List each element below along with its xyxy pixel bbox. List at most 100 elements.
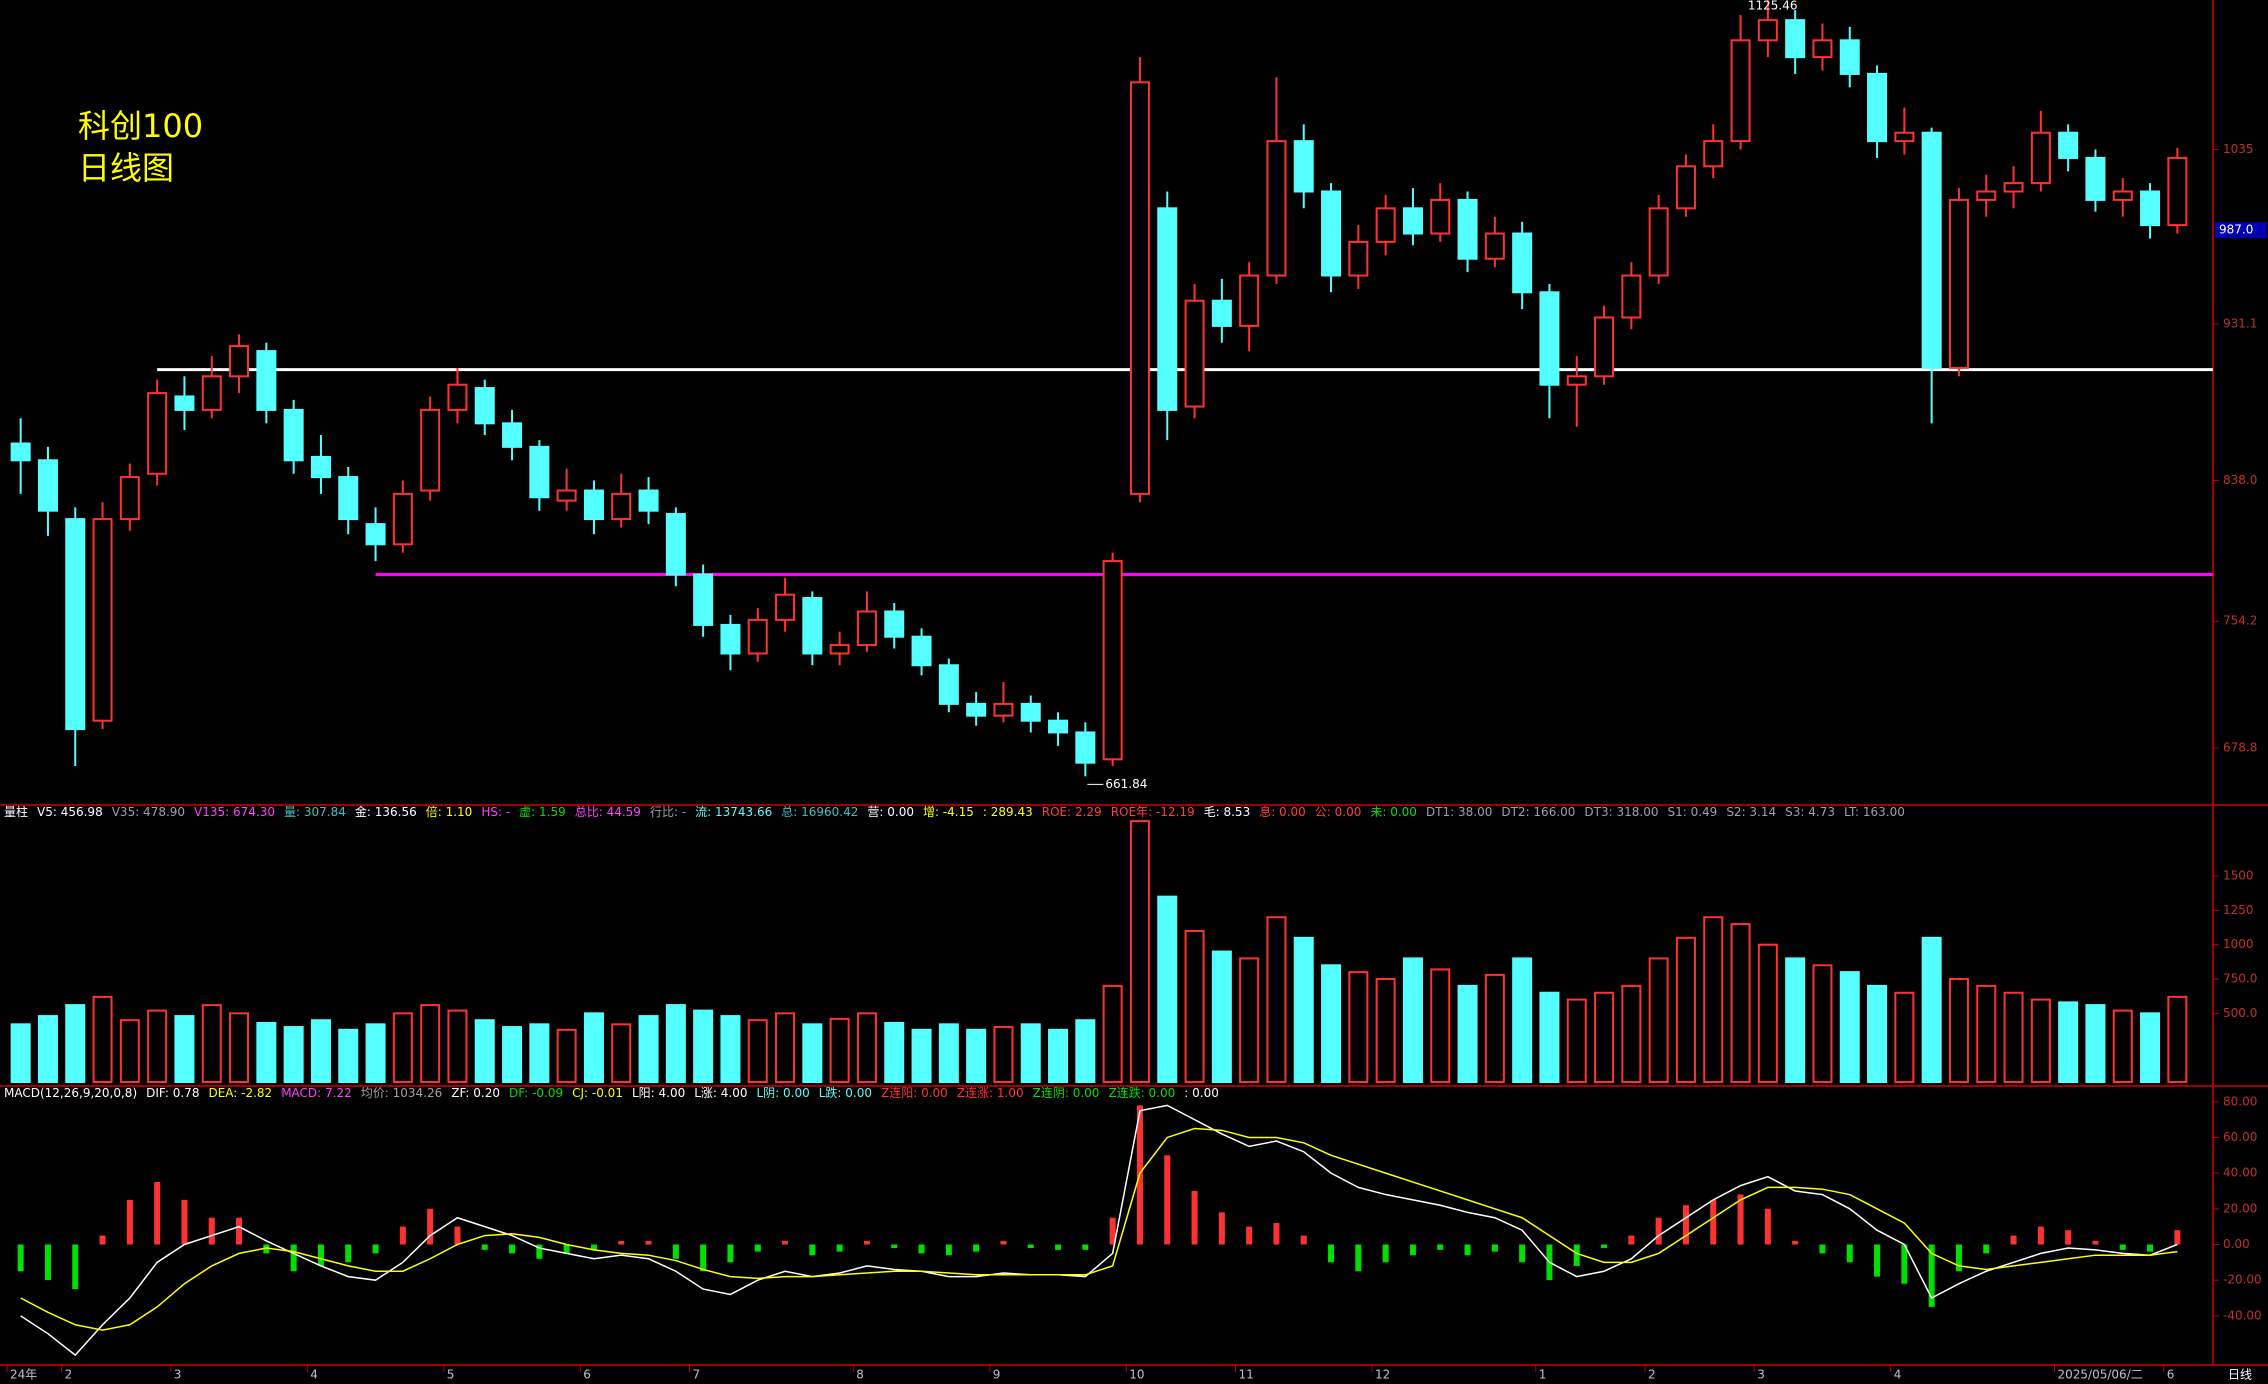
volume-bar (1239, 957, 1260, 1083)
volume-bar (938, 1023, 959, 1084)
indicator-value: 行比: - (650, 805, 686, 819)
candle-body (147, 392, 168, 475)
candle-body (474, 387, 495, 425)
candle-body (1348, 240, 1369, 277)
volume-bar (447, 1009, 468, 1083)
x-tick-label: 2 (1648, 1368, 1656, 1382)
indicator-value: ROE年: -12.19 (1111, 805, 1195, 819)
x-tick-label: 4 (1894, 1368, 1902, 1382)
y-tick-label: 678.8 (2223, 740, 2257, 754)
candle-body (1512, 232, 1533, 294)
volume-bar (1539, 991, 1560, 1083)
candle-body (1157, 207, 1178, 411)
candle-body (1293, 140, 1314, 193)
volume-bar (1512, 957, 1533, 1083)
candle-body (747, 618, 768, 655)
indicator-value: MACD: 7.22 (281, 1086, 352, 1100)
volume-bar (474, 1019, 495, 1084)
candle-body (392, 492, 413, 546)
candle-body (1211, 299, 1232, 327)
volume-bar (2167, 995, 2188, 1084)
candle-body (256, 350, 277, 411)
volume-bar (1430, 968, 1451, 1083)
candle-body (665, 513, 686, 576)
indicator-value: L涨: 4.00 (694, 1085, 747, 1100)
candle-body (911, 635, 932, 667)
volume-bar (1348, 971, 1369, 1084)
price-marker-label: 987.0 (2219, 223, 2253, 237)
volume-bar (201, 1004, 222, 1084)
x-tick-label: 5 (447, 1368, 455, 1382)
y-tick-label: -20.00 (2223, 1273, 2262, 1287)
candle-body (1730, 39, 1751, 143)
indicator-value: 增: -4.15 (923, 805, 974, 819)
indicator-value: 量: 307.84 (284, 805, 346, 819)
y-tick-label: 750.0 (2223, 972, 2257, 986)
volume-bar (1594, 991, 1615, 1083)
volume-bar (256, 1021, 277, 1084)
volume-bar (2003, 991, 2024, 1083)
indicator-value: L阴: 0.00 (756, 1086, 809, 1100)
indicator-value: DT2: 166.00 (1501, 805, 1575, 819)
x-tick-label: 11 (1239, 1368, 1254, 1382)
candle-body (938, 664, 959, 705)
volume-bar (1157, 895, 1178, 1084)
candle-body (420, 408, 441, 492)
indicator-value: 未: 0.00 (1370, 805, 1417, 819)
volume-bar (693, 1009, 714, 1083)
volume-bar (283, 1026, 304, 1084)
volume-bar (802, 1023, 823, 1084)
volume-bar (92, 995, 113, 1084)
candle-body (1539, 291, 1560, 386)
volume-bar (1211, 950, 1232, 1083)
volume-bar (229, 1012, 250, 1084)
candle-body (529, 445, 550, 499)
x-tick-label: 7 (693, 1368, 701, 1382)
candle-body (829, 644, 850, 655)
indicator-value: V135: 674.30 (194, 805, 275, 819)
volume-bar (1894, 991, 1915, 1083)
candle-body (338, 476, 359, 521)
indicator-value: Z连涨: 1.00 (957, 1085, 1024, 1100)
indicator-value: MACD(12,26,9,20,0,8) (4, 1086, 137, 1100)
candle-body (1675, 165, 1696, 210)
indicator-value: L阳: 4.00 (632, 1086, 685, 1100)
indicator-value: ZF: 0.20 (451, 1086, 500, 1100)
y-tick-label: -40.00 (2223, 1308, 2262, 1322)
indicator-value: V5: 456.98 (37, 805, 103, 819)
candle-body (884, 610, 905, 638)
candle-body (119, 476, 140, 521)
candle-body (447, 383, 468, 411)
indicator-value: 虚: 1.59 (519, 805, 566, 819)
candle-body (1048, 719, 1069, 734)
volume-bar (2140, 1012, 2161, 1084)
x-tick-label: 2025/05/06/二 (2058, 1368, 2143, 1382)
volume-bar (1703, 916, 1724, 1083)
indicator-value: 总比: 44.59 (575, 805, 641, 819)
candle-body (2167, 156, 2188, 227)
candle-body (556, 489, 577, 502)
macd-line (20, 1127, 2178, 1331)
y-tick-label: 60.00 (2223, 1130, 2257, 1144)
volume-bar (2085, 1004, 2106, 1084)
candle-body (1621, 274, 1642, 319)
indicator-value: 息: 0.00 (1259, 804, 1306, 819)
indicator-value: Z连阴: 0.00 (1033, 1085, 1100, 1100)
volume-bar (10, 1023, 31, 1084)
indicator-header: 量柱 V5: 456.98 V35: 478.90 V135: 674.30 量: 30… (4, 804, 1905, 819)
volume-bar (966, 1028, 987, 1084)
candle-body (365, 523, 386, 546)
candle-body (10, 442, 31, 462)
indicator-value: L跌: 0.00 (819, 1085, 872, 1100)
volume-bar (1402, 957, 1423, 1083)
candle-body (1402, 207, 1423, 235)
volume-bar (720, 1015, 741, 1083)
indicator-value: 金: 136.56 (355, 804, 417, 819)
candle-body (693, 573, 714, 626)
volume-bar (611, 1023, 632, 1084)
volume-bar (1730, 923, 1751, 1083)
macd-line (20, 1104, 2178, 1357)
volume-bar (1048, 1028, 1069, 1084)
volume-bar (665, 1004, 686, 1084)
low-label: 661.84 (1105, 777, 1147, 791)
